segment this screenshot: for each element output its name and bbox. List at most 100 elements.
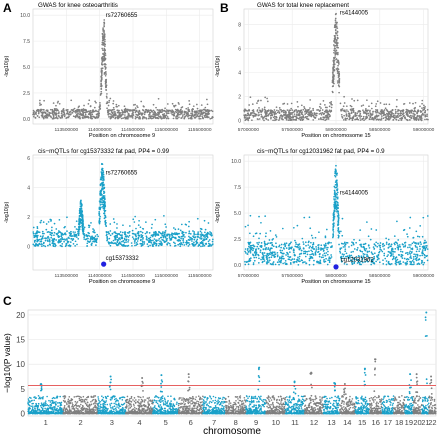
- data-point: [343, 95, 345, 98]
- data-point: [148, 115, 151, 118]
- data-point: [296, 101, 299, 103]
- data-point: [100, 76, 103, 79]
- data-point: [101, 63, 103, 66]
- data-point: [68, 111, 71, 114]
- data-point: [383, 103, 386, 106]
- data-point: [188, 235, 190, 238]
- y-tick-label: 15: [16, 336, 25, 345]
- data-point: [304, 113, 306, 115]
- data-point: [396, 220, 398, 223]
- data-point: [193, 233, 196, 236]
- data-point: [54, 245, 56, 248]
- y-axis-label: -log10(p): [215, 56, 221, 78]
- data-point: [421, 254, 424, 257]
- data-point: [158, 231, 160, 234]
- data-point: [399, 250, 402, 253]
- data-point: [83, 234, 86, 237]
- data-point: [353, 99, 356, 102]
- data-point: [363, 111, 366, 114]
- data-point: [171, 236, 173, 238]
- data-point: [337, 231, 340, 233]
- data-point: [66, 239, 68, 241]
- data-point: [55, 113, 58, 116]
- data-point: [260, 242, 263, 244]
- data-point: [41, 404, 44, 407]
- data-point: [99, 108, 101, 110]
- x-tick-label: 59000000: [413, 273, 435, 279]
- data-point: [179, 229, 182, 232]
- data-point: [197, 236, 200, 238]
- data-point: [116, 227, 118, 229]
- data-point: [39, 397, 42, 400]
- data-point: [269, 114, 272, 117]
- data-point: [95, 101, 97, 104]
- data-point: [145, 221, 147, 223]
- data-point: [45, 223, 48, 225]
- data-point: [316, 112, 318, 115]
- data-point: [272, 263, 274, 266]
- data-point: [188, 243, 191, 246]
- y-tick-label: 2: [27, 215, 30, 221]
- data-point: [59, 395, 61, 398]
- data-point: [31, 406, 34, 409]
- data-point: [334, 192, 336, 195]
- data-point: [153, 241, 156, 244]
- data-point: [359, 112, 362, 115]
- data-point: [192, 245, 195, 247]
- data-point: [263, 119, 265, 122]
- data-point: [39, 104, 41, 106]
- data-point: [333, 206, 336, 209]
- data-point: [211, 234, 213, 237]
- data-point: [179, 239, 182, 242]
- data-point: [341, 115, 343, 118]
- data-point: [162, 239, 164, 241]
- data-point: [270, 110, 272, 113]
- data-point: [41, 245, 43, 247]
- data-point: [88, 406, 91, 409]
- data-point: [409, 263, 412, 266]
- data-point: [61, 115, 64, 118]
- data-point: [259, 109, 262, 112]
- data-point: [132, 113, 134, 116]
- data-point: [103, 202, 106, 205]
- data-point: [414, 101, 417, 104]
- data-point: [35, 234, 38, 237]
- data-point: [116, 105, 118, 108]
- data-point: [272, 238, 274, 240]
- data-point: [289, 119, 292, 122]
- data-point: [206, 236, 209, 239]
- data-point: [200, 111, 203, 114]
- data-point: [133, 242, 136, 244]
- data-point: [276, 251, 279, 254]
- data-point: [319, 259, 322, 262]
- data-point: [195, 111, 198, 114]
- data-point: [83, 236, 85, 239]
- data-point: [343, 114, 345, 117]
- data-point: [121, 240, 123, 243]
- annotation-label: rs72760655: [106, 171, 138, 177]
- data-point: [38, 238, 41, 241]
- data-point: [344, 246, 346, 248]
- data-point: [205, 235, 208, 238]
- data-point: [187, 245, 190, 247]
- data-point: [425, 118, 428, 121]
- data-point: [252, 253, 254, 256]
- data-point: [424, 114, 427, 116]
- data-point: [260, 116, 263, 118]
- data-point: [188, 220, 190, 223]
- data-point: [255, 256, 258, 259]
- data-point: [414, 258, 417, 260]
- data-point: [104, 43, 107, 46]
- data-point: [79, 210, 82, 212]
- data-point: [332, 44, 335, 46]
- data-point: [318, 231, 320, 234]
- data-point: [276, 261, 279, 264]
- data-point: [249, 114, 251, 116]
- data-point: [267, 109, 270, 111]
- data-point: [260, 246, 263, 249]
- data-point: [103, 212, 105, 215]
- data-point: [103, 206, 106, 209]
- data-point: [334, 17, 337, 20]
- data-point: [323, 116, 326, 119]
- data-point: [422, 106, 425, 109]
